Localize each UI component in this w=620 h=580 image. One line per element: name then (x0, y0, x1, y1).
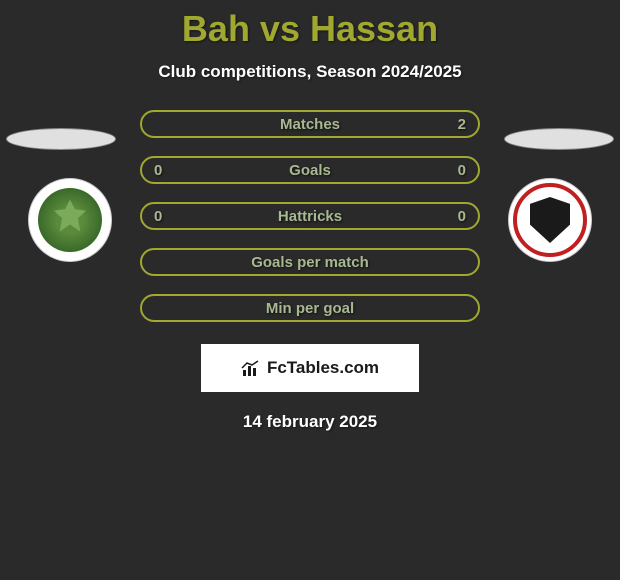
club-badge-left (28, 178, 112, 262)
stat-label: Goals (289, 162, 331, 179)
stat-row-matches: Matches 2 (140, 110, 480, 138)
player-photo-right (504, 128, 614, 150)
shield-icon (530, 197, 570, 243)
chart-icon (241, 360, 261, 376)
stat-value-left: 0 (154, 208, 162, 225)
stat-label: Goals per match (251, 254, 369, 271)
subtitle: Club competitions, Season 2024/2025 (0, 62, 620, 82)
attribution-banner[interactable]: FcTables.com (201, 344, 419, 392)
stat-row-min-per-goal: Min per goal (140, 294, 480, 322)
attribution-text: FcTables.com (267, 358, 379, 378)
stat-value-right: 0 (458, 162, 466, 179)
stat-label: Matches (280, 116, 340, 133)
stat-row-goals-per-match: Goals per match (140, 248, 480, 276)
stat-value-right: 0 (458, 208, 466, 225)
stat-row-goals: 0 Goals 0 (140, 156, 480, 184)
date-label: 14 february 2025 (0, 412, 620, 432)
stat-value-left: 0 (154, 162, 162, 179)
club-badge-right (508, 178, 592, 262)
player-photo-left (6, 128, 116, 150)
page-title: Bah vs Hassan (0, 0, 620, 50)
stat-label: Hattricks (278, 208, 342, 225)
stat-row-hattricks: 0 Hattricks 0 (140, 202, 480, 230)
stat-label: Min per goal (266, 300, 354, 317)
club-emblem-right (513, 183, 587, 257)
club-emblem-left (38, 188, 102, 252)
stat-value-right: 2 (458, 116, 466, 133)
